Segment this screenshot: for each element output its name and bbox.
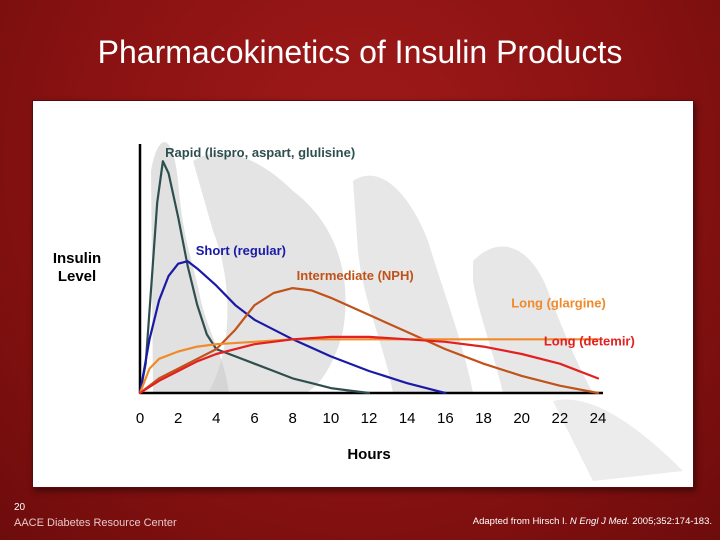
organization-footer: AACE Diabetes Resource Center: [14, 517, 177, 529]
series-line-5: [138, 335, 600, 395]
series-label-3: Intermediate (NPH): [297, 268, 414, 283]
series-line-1: [138, 160, 371, 395]
x-tick-label: 22: [551, 410, 568, 427]
watermark-shape: [353, 175, 473, 393]
watermark-shape: [553, 399, 683, 481]
x-tick-label: 14: [399, 410, 416, 427]
slide-title: Pharmacokinetics of Insulin Products: [97, 34, 623, 70]
x-tick-label: 2: [174, 410, 182, 427]
series-line-4: [138, 338, 600, 395]
x-tick-label: 10: [322, 410, 339, 427]
x-tick-label: 16: [437, 410, 454, 427]
series-label-1: Rapid (lispro, aspart, glulisine): [165, 145, 355, 160]
series-line-2: [138, 260, 447, 395]
x-tick-label: 0: [136, 410, 144, 427]
series-label-5: Long (detemir): [544, 334, 635, 349]
slide-number: 20: [14, 502, 26, 513]
x-axis-label: Hours: [347, 446, 390, 463]
x-tick-label: 24: [590, 410, 607, 427]
x-tick-label: 20: [513, 410, 530, 427]
x-tick-label: 8: [288, 410, 296, 427]
watermark-shape: [151, 142, 229, 393]
x-tick-label: 18: [475, 410, 492, 427]
citation-journal: N Engl J Med.: [569, 516, 630, 527]
x-tick-label: 12: [361, 410, 378, 427]
chart-panel: 0 2 4 6 8 10 12 14 16 18 20 22 24 Hours Insulin Level Ra…: [32, 100, 694, 488]
series-label-2: Short (regular): [196, 243, 286, 258]
y-axis-label: Insulin Level: [53, 250, 101, 285]
citation-suffix: 2005;352:174-183.: [629, 516, 712, 527]
citation-prefix: Adapted from Hirsch I.: [472, 516, 570, 527]
series-label-4: Long (glargine): [511, 295, 606, 310]
series-line-3: [138, 287, 600, 395]
x-tick-label: 4: [212, 410, 220, 427]
x-tick-label: 6: [250, 410, 258, 427]
watermark-shape: [473, 246, 593, 393]
citation: Adapted from Hirsch I. N Engl J Med. 200…: [350, 516, 712, 527]
